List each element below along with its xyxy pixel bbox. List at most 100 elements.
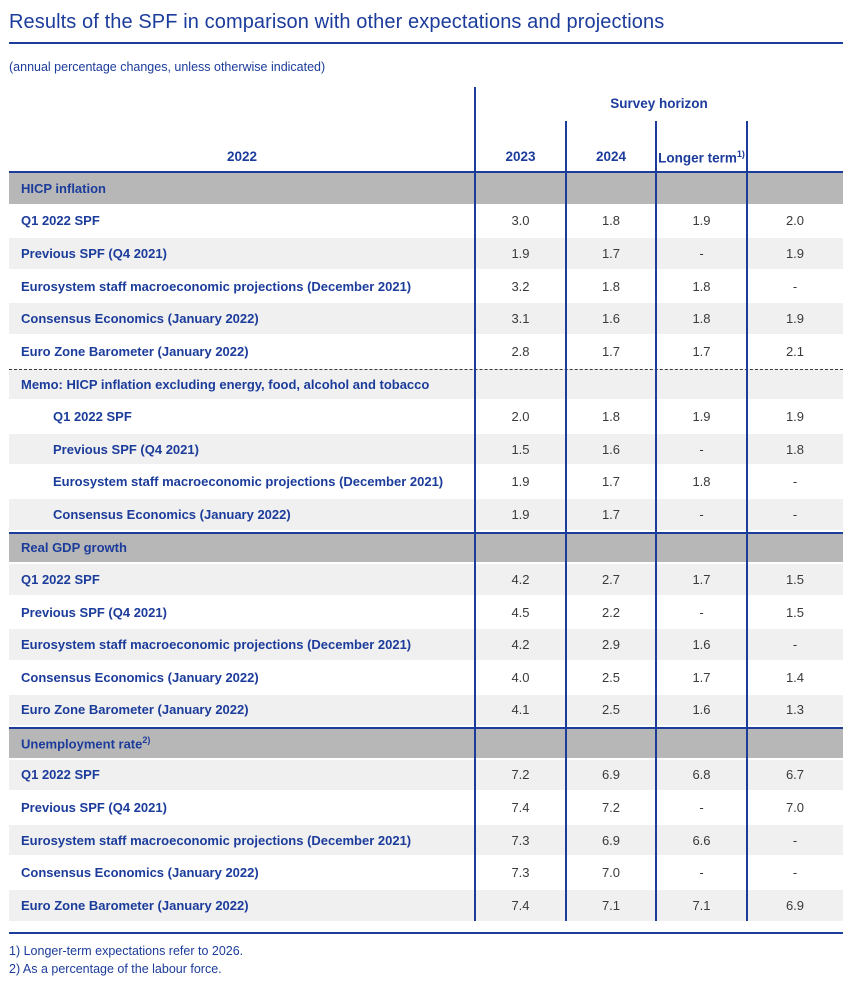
value-cell: 1.3 (785, 702, 805, 718)
section-header-row: HICP inflation (9, 173, 843, 206)
value-cell: 1.7 (601, 245, 621, 261)
row-label: Q1 2022 SPF (21, 571, 100, 587)
column-header-2023: 2023 (505, 149, 536, 164)
value-cell: - (792, 865, 798, 881)
row-label: Euro Zone Barometer (January 2022) (21, 343, 249, 359)
row-label: Previous SPF (Q4 2021) (21, 245, 167, 261)
table-row: Eurosystem staff macroeconomic projectio… (9, 824, 843, 858)
table-row: Euro Zone Barometer (January 2022) 4.1 2.5… (9, 694, 843, 728)
value-cell: 7.4 (511, 800, 530, 816)
row-label: Eurosystem staff macroeconomic projectio… (21, 832, 412, 848)
value-cell: - (699, 604, 704, 620)
table-row: Previous SPF (Q4 2021) 1.9 1.7 - 1.9 (9, 238, 843, 271)
value-cell: 1.7 (601, 343, 621, 359)
value-cell: 1.6 (601, 311, 621, 327)
table-row: Eurosystem staff macroeconomic projectio… (9, 271, 843, 304)
footnote-divider (9, 931, 843, 935)
value-cell: - (792, 474, 798, 490)
value-cell: 1.8 (785, 441, 805, 457)
table-row: Previous SPF (Q4 2021) 1.5 1.6 - 1.8 (9, 433, 843, 467)
value-cell: 1.9 (511, 245, 530, 261)
section-header-superscript: 2) (142, 735, 151, 746)
table-row: Q1 2022 SPF 2.0 1.8 1.9 1.9 (9, 401, 843, 434)
column-divider (565, 121, 567, 921)
table-row: Eurosystem staff macroeconomic projectio… (9, 629, 843, 662)
row-label: Q1 2022 SPF (21, 767, 100, 783)
footnotes: 1) Longer-term expectations refer to 202… (0, 934, 850, 978)
value-cell: 2.9 (601, 637, 621, 653)
value-cell: 6.9 (601, 832, 621, 848)
row-label: Consensus Economics (January 2022) (21, 865, 259, 881)
table-row: Consensus Economics (January 2022) 3.1 1.6… (9, 303, 843, 336)
column-header-2024: 2024 (595, 149, 627, 164)
table-row: Q1 2022 SPF 7.2 6.9 6.8 6.7 (9, 759, 843, 793)
page-subtitle: (annual percentage changes, unless other… (9, 60, 326, 74)
longer-term-label: Longer term (658, 150, 737, 165)
row-label: Previous SPF (Q4 2021) (21, 800, 167, 816)
row-label: Eurosystem staff macroeconomic projectio… (21, 278, 412, 294)
value-cell: 1.9 (511, 474, 530, 490)
value-cell: 1.8 (601, 408, 621, 424)
value-cell: 1.9 (785, 245, 805, 261)
value-cell: 7.2 (511, 767, 530, 783)
value-cell: 1.7 (692, 343, 711, 359)
value-cell: 2.8 (511, 343, 530, 359)
value-cell: 1.8 (692, 278, 711, 294)
value-cell: 2.0 (511, 408, 530, 424)
value-cell: 1.5 (785, 571, 805, 587)
value-cell: 4.2 (511, 637, 530, 653)
row-label: Eurosystem staff macroeconomic projectio… (21, 637, 412, 653)
column-header-2022: 2022 (226, 149, 258, 164)
value-cell: 2.1 (785, 343, 805, 359)
value-cell: 1.9 (692, 213, 711, 229)
footnote: 1) Longer-term expectations refer to 202… (9, 944, 244, 959)
value-cell: - (699, 441, 704, 457)
value-cell: 7.1 (692, 897, 711, 913)
section-header-label: Unemployment rate2) (21, 735, 151, 752)
table-row: Eurosystem staff macroeconomic projectio… (9, 466, 843, 499)
value-cell: 7.0 (785, 800, 805, 816)
value-cell: 1.5 (785, 604, 805, 620)
value-cell: 3.0 (511, 213, 530, 229)
value-cell: 1.5 (511, 441, 530, 457)
table-column-header: Survey horizon 2022 2023 2024 Longer ter… (9, 87, 843, 171)
value-cell: 1.6 (692, 637, 711, 653)
longer-term-superscript: 1) (736, 148, 745, 159)
value-cell: 1.8 (692, 311, 711, 327)
row-label: Consensus Economics (January 2022) (53, 506, 291, 522)
value-cell: 1.8 (601, 213, 621, 229)
table-row: Q1 2022 SPF 4.2 2.7 1.7 1.5 (9, 564, 843, 597)
value-cell: 4.5 (511, 604, 530, 620)
value-cell: 1.9 (785, 311, 805, 327)
value-cell: 1.7 (601, 474, 621, 490)
value-cell: - (699, 865, 704, 881)
row-label: Euro Zone Barometer (January 2022) (21, 897, 249, 913)
section-header-row: Memo: HICP inflation excluding energy, f… (9, 368, 843, 402)
value-cell: 1.8 (601, 278, 621, 294)
value-cell: - (699, 800, 704, 816)
value-cell: - (792, 637, 798, 653)
value-cell: 1.9 (692, 408, 711, 424)
row-label: Euro Zone Barometer (January 2022) (21, 702, 249, 718)
table-row: Euro Zone Barometer (January 2022) 2.8 1.7… (9, 336, 843, 369)
value-cell: 2.0 (785, 213, 805, 229)
table-row: Euro Zone Barometer (January 2022) 7.4 7.1… (9, 890, 843, 923)
table-row: Consensus Economics (January 2022) 4.0 2.5… (9, 662, 843, 695)
section-header-row: Real GDP growth (9, 531, 843, 565)
value-cell: 3.2 (511, 278, 530, 294)
column-divider (655, 121, 657, 921)
value-cell: 4.2 (511, 571, 530, 587)
table-row: Consensus Economics (January 2022) 7.3 7.0… (9, 857, 843, 891)
value-cell: 7.1 (601, 897, 621, 913)
value-cell: 4.0 (511, 669, 530, 685)
value-cell: 4.1 (511, 702, 530, 718)
value-cell: 2.2 (601, 604, 621, 620)
section-header-label: Memo: HICP inflation excluding energy, f… (21, 376, 430, 392)
page-title: Results of the SPF in comparison with ot… (9, 11, 665, 33)
section-header-label: HICP inflation (21, 180, 106, 196)
value-cell: - (699, 245, 704, 261)
row-label: Eurosystem staff macroeconomic projectio… (53, 474, 444, 490)
table-body: HICP inflation Q1 2022 SPF 3.0 1.8 1.9 2.0 Pre… (9, 171, 843, 923)
column-divider (746, 121, 748, 921)
value-cell: 6.7 (785, 767, 805, 783)
